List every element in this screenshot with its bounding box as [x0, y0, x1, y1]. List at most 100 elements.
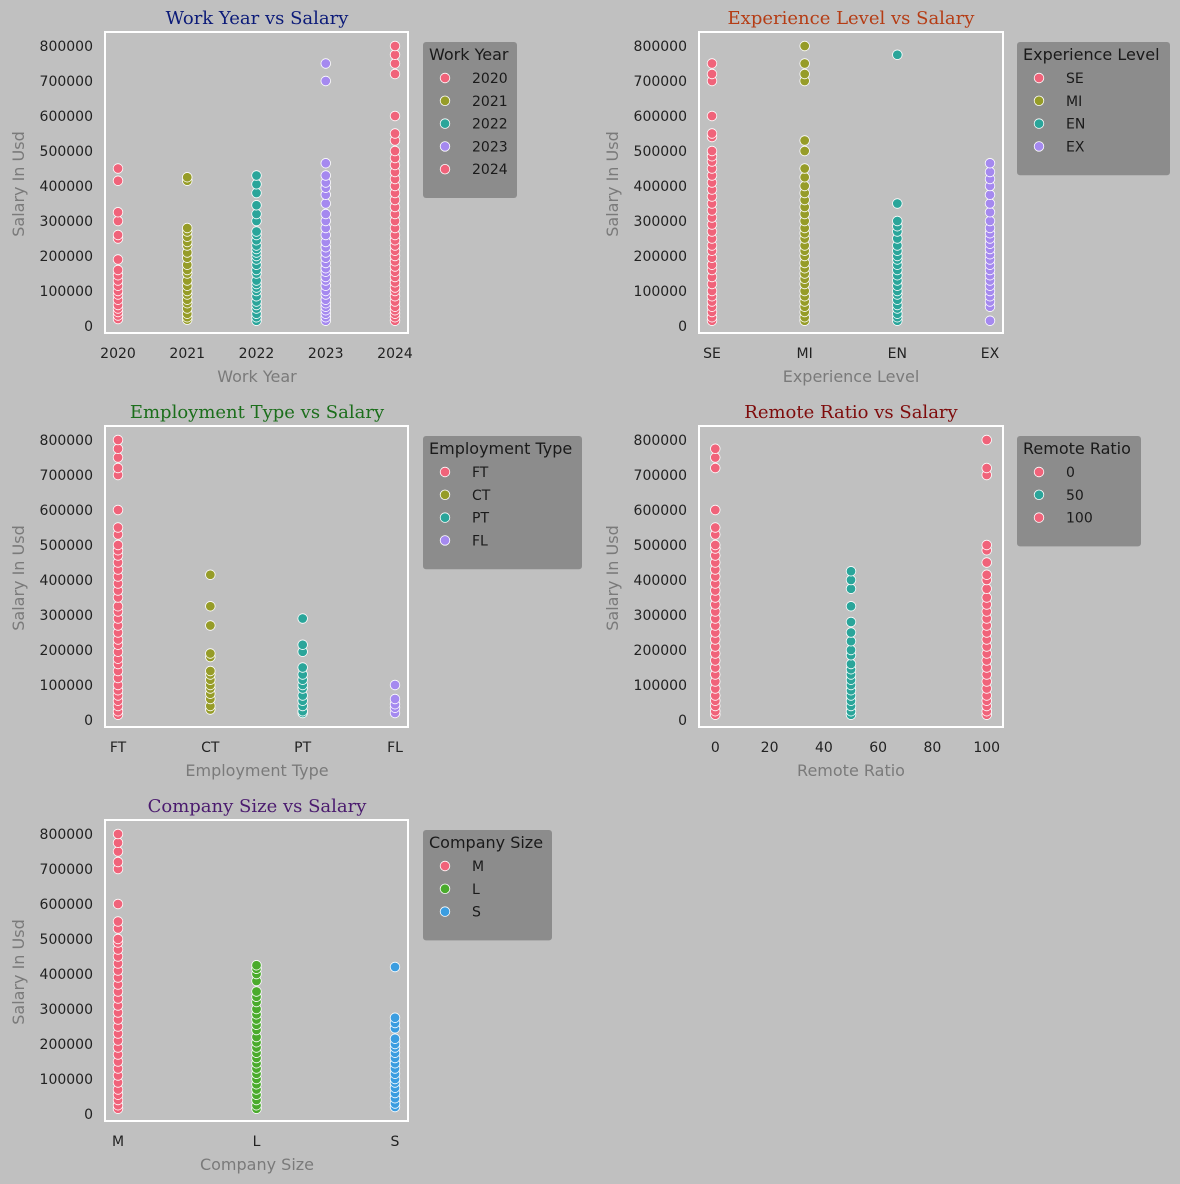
legend-title: Remote Ratio	[1023, 439, 1131, 458]
data-point-2020	[112, 215, 124, 227]
data-point-l	[251, 986, 262, 997]
data-point-2023	[320, 170, 331, 181]
legend-entry: FL	[472, 533, 488, 549]
data-point-en	[892, 215, 903, 227]
legend-title: Work Year	[429, 45, 509, 64]
data-point-ex	[984, 189, 996, 200]
y-tick-label: 300000	[40, 1002, 93, 1018]
y-tick-label: 200000	[40, 643, 93, 659]
legend-marker	[1033, 72, 1045, 84]
data-point-50	[845, 566, 857, 577]
data-point-0	[710, 504, 721, 516]
data-point-fl	[389, 679, 401, 691]
legend-entry: 100	[1066, 511, 1093, 527]
data-point-0	[710, 522, 721, 533]
data-point-ft	[112, 522, 124, 533]
data-point-s	[389, 1012, 401, 1023]
legend-marker	[439, 163, 451, 175]
data-point-2022	[251, 179, 262, 190]
legend-entry: 2024	[472, 162, 508, 178]
data-point-0	[710, 462, 721, 474]
legend-entry: M	[472, 859, 484, 875]
y-tick-label: 200000	[634, 249, 687, 265]
data-point-2023	[320, 158, 331, 169]
x-tick-label: S	[391, 1134, 400, 1150]
plot-frame	[698, 425, 1004, 728]
panel-employment-type: Employment Type vs Salary Employment Typ…	[9, 402, 582, 780]
legend-entry: 2023	[472, 139, 508, 155]
data-point-ct	[205, 648, 216, 659]
x-tick-label: 60	[869, 740, 887, 756]
y-tick-label: 700000	[634, 74, 687, 90]
data-point-2023	[320, 208, 331, 220]
data-point-2020	[112, 163, 124, 174]
data-point-50	[845, 636, 857, 647]
data-point-m	[112, 828, 124, 840]
legend-marker	[1033, 489, 1045, 501]
x-tick-label: M	[112, 1134, 124, 1150]
legend-marker	[439, 466, 451, 478]
data-point-se	[706, 145, 718, 157]
data-point-fl	[389, 693, 401, 705]
chart-title: Work Year vs Salary	[166, 8, 350, 29]
y-axis-label: Salary In Usd	[9, 525, 28, 631]
data-point-se	[706, 110, 718, 122]
x-tick-label: 100	[973, 740, 1000, 756]
data-point-mi	[799, 180, 810, 192]
y-tick-label: 300000	[40, 214, 93, 230]
data-point-m	[112, 933, 124, 945]
plot-frame	[104, 31, 409, 334]
data-point-2024	[389, 145, 401, 157]
data-point-ft	[112, 504, 124, 516]
data-point-ft	[112, 601, 124, 612]
scatter-points	[112, 40, 401, 326]
legend-entry: FT	[472, 465, 489, 481]
x-tick-label: FT	[110, 740, 127, 756]
data-point-2021	[182, 172, 193, 183]
data-point-se	[706, 58, 718, 69]
y-tick-label: 400000	[634, 573, 687, 589]
x-tick-label: 2022	[239, 346, 275, 362]
x-tick-label: FL	[387, 740, 403, 756]
y-tick-label: 700000	[634, 468, 687, 484]
data-point-mi	[799, 135, 810, 146]
data-point-ct	[205, 569, 216, 580]
x-tick-label: 2024	[377, 346, 413, 362]
data-point-2022	[251, 200, 262, 211]
data-point-100	[981, 583, 992, 594]
data-point-ex	[984, 158, 996, 169]
data-point-m	[112, 856, 124, 868]
legend-marker	[1033, 118, 1045, 129]
data-point-mi	[799, 145, 810, 157]
data-point-mi	[799, 40, 810, 52]
data-point-2022	[251, 208, 262, 220]
data-point-se	[706, 128, 718, 139]
data-point-2021	[182, 222, 193, 234]
scatter-points	[112, 434, 401, 720]
y-tick-label: 100000	[40, 678, 93, 694]
x-tick-label: 80	[924, 740, 942, 756]
y-tick-label: 100000	[634, 678, 687, 694]
legend-marker	[1033, 141, 1045, 152]
data-point-ft	[112, 443, 124, 454]
data-point-0	[710, 452, 721, 463]
data-point-50	[845, 583, 857, 594]
legend-marker	[439, 118, 451, 129]
panel-company-size: Company Size vs Salary Company Size Sala…	[9, 796, 552, 1174]
y-tick-label: 300000	[634, 214, 687, 230]
legend-entry: 0	[1066, 465, 1075, 481]
data-point-en	[892, 198, 903, 209]
data-point-mi	[799, 58, 810, 69]
scatter-points	[706, 40, 996, 326]
x-tick-label: 0	[711, 740, 720, 756]
y-tick-label: 300000	[40, 608, 93, 624]
x-tick-label: 20	[761, 740, 779, 756]
data-point-m	[112, 837, 124, 848]
x-tick-label: MI	[797, 346, 813, 362]
data-point-ft	[112, 434, 124, 446]
legend-entry: L	[472, 882, 480, 898]
legend-entry: 50	[1066, 488, 1084, 504]
plot-frame	[698, 31, 1004, 334]
data-point-mi	[799, 172, 810, 183]
y-tick-label: 700000	[40, 74, 93, 90]
